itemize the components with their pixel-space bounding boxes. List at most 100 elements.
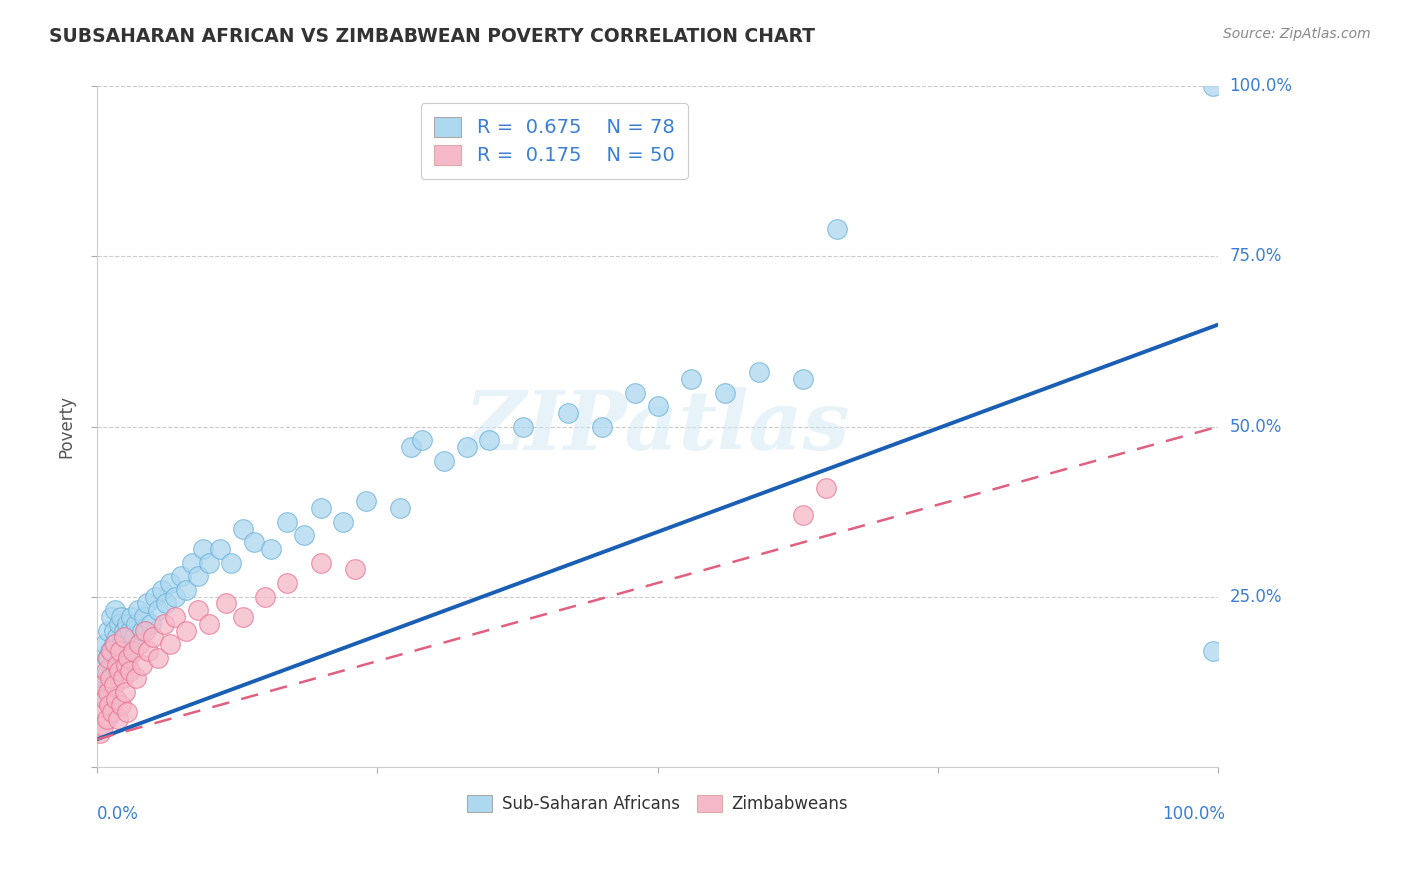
Point <box>115 657 138 672</box>
Point <box>792 508 814 522</box>
Point <box>148 650 170 665</box>
Point <box>242 535 264 549</box>
Point <box>647 399 669 413</box>
Point <box>681 372 703 386</box>
Point <box>103 637 125 651</box>
Point <box>120 665 142 679</box>
Point <box>104 691 127 706</box>
Point <box>110 637 132 651</box>
Point <box>117 650 139 665</box>
Point <box>100 657 122 672</box>
Point <box>215 596 238 610</box>
Point <box>399 440 422 454</box>
Point <box>343 562 366 576</box>
Point <box>714 385 737 400</box>
Point <box>792 372 814 386</box>
Point <box>104 637 127 651</box>
Point <box>131 624 153 638</box>
Point <box>136 596 159 610</box>
Point <box>150 582 173 597</box>
Point <box>456 440 478 454</box>
Point <box>96 712 118 726</box>
Point <box>121 610 143 624</box>
Point <box>176 582 198 597</box>
Point <box>388 501 411 516</box>
Point <box>259 541 281 556</box>
Point <box>111 657 134 672</box>
Text: 100.0%: 100.0% <box>1230 78 1292 95</box>
Point <box>748 365 770 379</box>
Point <box>98 698 121 713</box>
Point <box>93 637 115 651</box>
Point <box>127 603 149 617</box>
Point <box>94 691 117 706</box>
Text: 25.0%: 25.0% <box>1230 588 1282 606</box>
Point <box>108 665 131 679</box>
Point <box>120 624 142 638</box>
Point <box>1202 79 1225 94</box>
Point <box>478 433 501 447</box>
Point <box>131 657 153 672</box>
Legend: Sub-Saharan Africans, Zimbabweans: Sub-Saharan Africans, Zimbabweans <box>460 788 855 820</box>
Point <box>198 616 221 631</box>
Point <box>105 657 128 672</box>
Point <box>114 644 136 658</box>
Point <box>103 678 125 692</box>
Point <box>176 624 198 638</box>
Y-axis label: Poverty: Poverty <box>58 395 75 458</box>
Point <box>165 610 187 624</box>
Point <box>110 650 132 665</box>
Point <box>193 541 215 556</box>
Point <box>115 705 138 719</box>
Text: ZIPatlas: ZIPatlas <box>465 386 851 467</box>
Point <box>125 671 148 685</box>
Point <box>91 671 114 685</box>
Text: SUBSAHARAN AFRICAN VS ZIMBABWEAN POVERTY CORRELATION CHART: SUBSAHARAN AFRICAN VS ZIMBABWEAN POVERTY… <box>49 27 815 45</box>
Point <box>104 644 127 658</box>
Point <box>111 671 134 685</box>
Point <box>100 644 122 658</box>
Point <box>276 515 298 529</box>
Point <box>98 678 121 692</box>
Point <box>433 453 456 467</box>
Point <box>136 644 159 658</box>
Point <box>292 528 315 542</box>
Point <box>143 590 166 604</box>
Text: 75.0%: 75.0% <box>1230 247 1282 266</box>
Point <box>96 650 118 665</box>
Point <box>153 616 176 631</box>
Point <box>139 616 162 631</box>
Point <box>117 650 139 665</box>
Point <box>155 596 177 610</box>
Point <box>101 671 124 685</box>
Point <box>624 385 647 400</box>
Point <box>110 610 132 624</box>
Point <box>110 644 132 658</box>
Point <box>825 222 848 236</box>
Point <box>411 433 433 447</box>
Point <box>591 419 613 434</box>
Point <box>97 624 120 638</box>
Point <box>134 624 156 638</box>
Point <box>98 671 121 685</box>
Point <box>198 556 221 570</box>
Point <box>309 501 332 516</box>
Point <box>276 576 298 591</box>
Point <box>107 712 129 726</box>
Point <box>97 665 120 679</box>
Point <box>187 569 209 583</box>
Point <box>97 650 120 665</box>
Point <box>89 725 111 739</box>
Point <box>170 569 193 583</box>
Point <box>148 603 170 617</box>
Text: 50.0%: 50.0% <box>1230 417 1282 435</box>
Point <box>93 719 115 733</box>
Point <box>107 665 129 679</box>
Point <box>209 541 232 556</box>
Point <box>132 610 155 624</box>
Text: 100.0%: 100.0% <box>1163 805 1226 823</box>
Point <box>91 678 114 692</box>
Point <box>118 637 141 651</box>
Point <box>159 576 181 591</box>
Point <box>512 419 534 434</box>
